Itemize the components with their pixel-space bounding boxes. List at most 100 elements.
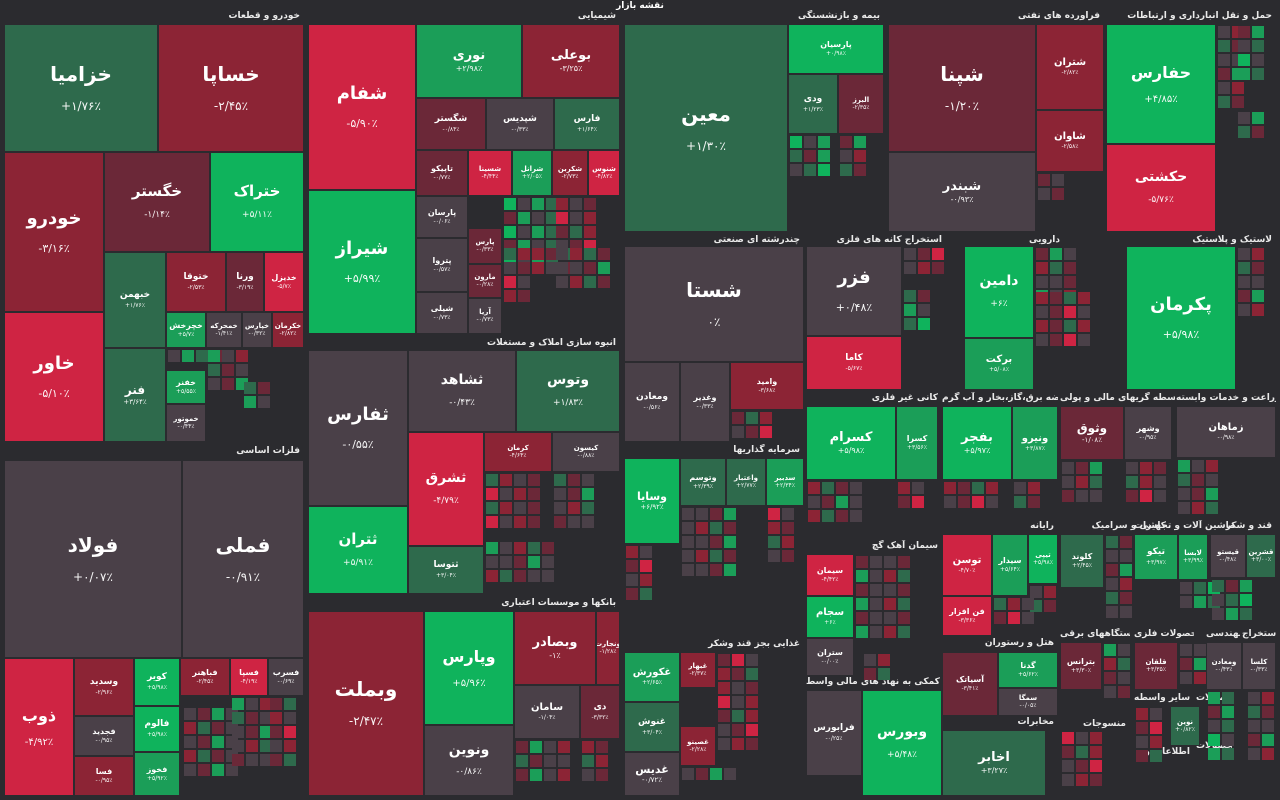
stock-mini-tile[interactable] xyxy=(232,754,244,766)
stock-mini-tile[interactable] xyxy=(732,724,744,736)
stock-mini-tile[interactable] xyxy=(236,350,248,362)
stock-mini-tile[interactable] xyxy=(554,516,566,528)
stock-mini-tile[interactable] xyxy=(260,698,272,710)
stock-mini-tile[interactable] xyxy=(1218,40,1230,52)
stock-mini-tile[interactable] xyxy=(898,482,910,494)
stock-mini-tile[interactable] xyxy=(1118,672,1130,684)
stock-mini-tile[interactable] xyxy=(1238,68,1250,80)
stock-mini-tile[interactable] xyxy=(626,588,638,600)
stock-mini-tile[interactable] xyxy=(270,698,282,710)
stock-mini-tile[interactable] xyxy=(1206,502,1218,514)
stock-mini-tile[interactable] xyxy=(904,262,916,274)
stock-mini-tile[interactable] xyxy=(768,522,780,534)
sector-header[interactable]: رایانه xyxy=(1030,521,1054,531)
stock-mini-tile[interactable] xyxy=(958,482,970,494)
stock-tile[interactable]: برکت +۵/۰۸٪ xyxy=(964,338,1034,390)
stock-mini-tile[interactable] xyxy=(1222,720,1234,732)
stock-tile[interactable]: فرابورس -۰/۲۵٪ xyxy=(806,690,862,776)
stock-mini-tile[interactable] xyxy=(1062,462,1074,474)
stock-tile[interactable]: فجدید -۰/۹۵٪ xyxy=(74,716,134,756)
stock-mini-tile[interactable] xyxy=(528,542,540,554)
stock-tile[interactable]: تاپیکو -۰/۷۷٪ xyxy=(416,150,468,196)
stock-mini-tile[interactable] xyxy=(246,754,258,766)
stock-mini-tile[interactable] xyxy=(582,474,594,486)
stock-tile[interactable]: مارون -۰/۲۸٪ xyxy=(468,264,502,298)
stock-mini-tile[interactable] xyxy=(584,248,596,260)
stock-mini-tile[interactable] xyxy=(486,516,498,528)
stock-tile[interactable]: کسرام +۵/۹۸٪ xyxy=(806,406,896,480)
stock-mini-tile[interactable] xyxy=(944,496,956,508)
stock-mini-tile[interactable] xyxy=(746,426,758,438)
stock-mini-tile[interactable] xyxy=(504,290,516,302)
stock-tile[interactable]: کویر +۵/۹۸٪ xyxy=(134,658,180,706)
stock-mini-tile[interactable] xyxy=(1014,496,1026,508)
stock-mini-tile[interactable] xyxy=(582,755,594,767)
stock-mini-tile[interactable] xyxy=(994,612,1006,624)
stock-mini-tile[interactable] xyxy=(856,570,868,582)
stock-mini-tile[interactable] xyxy=(836,496,848,508)
stock-mini-tile[interactable] xyxy=(558,769,570,781)
stock-tile[interactable]: وپارس +۵/۹۶٪ xyxy=(424,611,514,725)
stock-tile[interactable]: فارس +۱/۶۴٪ xyxy=(554,98,620,150)
stock-tile[interactable]: ختراک +۵/۱۱٪ xyxy=(210,152,304,252)
stock-tile[interactable]: ومعادن -۰/۴۳٪ xyxy=(1206,642,1242,690)
stock-mini-tile[interactable] xyxy=(554,502,566,514)
stock-mini-tile[interactable] xyxy=(1120,564,1132,576)
stock-tile[interactable]: وسایا +۶/۹۲٪ xyxy=(624,458,680,544)
stock-mini-tile[interactable] xyxy=(1192,474,1204,486)
stock-mini-tile[interactable] xyxy=(1238,290,1250,302)
stock-mini-tile[interactable] xyxy=(556,198,568,210)
stock-mini-tile[interactable] xyxy=(856,612,868,624)
stock-mini-tile[interactable] xyxy=(804,136,816,148)
stock-mini-tile[interactable] xyxy=(790,136,802,148)
stock-mini-tile[interactable] xyxy=(1076,732,1088,744)
stock-mini-tile[interactable] xyxy=(570,212,582,224)
stock-mini-tile[interactable] xyxy=(546,248,558,260)
stock-mini-tile[interactable] xyxy=(568,488,580,500)
stock-mini-tile[interactable] xyxy=(1064,248,1076,260)
stock-tile[interactable]: تیپی +۵/۹۸٪ xyxy=(1028,534,1058,584)
stock-mini-tile[interactable] xyxy=(568,516,580,528)
stock-mini-tile[interactable] xyxy=(944,482,956,494)
stock-mini-tile[interactable] xyxy=(746,682,758,694)
stock-mini-tile[interactable] xyxy=(554,474,566,486)
sector-header[interactable]: زراعت و خدمات وابسته xyxy=(1176,393,1276,403)
stock-mini-tile[interactable] xyxy=(1050,262,1062,274)
stock-mini-tile[interactable] xyxy=(808,482,820,494)
sector-header[interactable]: چندرشته ای صنعتی xyxy=(713,235,800,245)
stock-mini-tile[interactable] xyxy=(1150,736,1162,748)
stock-mini-tile[interactable] xyxy=(270,726,282,738)
stock-mini-tile[interactable] xyxy=(1262,706,1274,718)
stock-mini-tile[interactable] xyxy=(1050,292,1062,304)
stock-mini-tile[interactable] xyxy=(822,496,834,508)
stock-mini-tile[interactable] xyxy=(1252,112,1264,124)
stock-mini-tile[interactable] xyxy=(898,626,910,638)
stock-mini-tile[interactable] xyxy=(1178,474,1190,486)
stock-tile[interactable]: خدیزل -۵/۷٪ xyxy=(264,252,304,312)
stock-mini-tile[interactable] xyxy=(1038,174,1050,186)
stock-mini-tile[interactable] xyxy=(544,769,556,781)
stock-tile[interactable]: قشرین +۳/۰۰٪ xyxy=(1246,534,1276,578)
stock-mini-tile[interactable] xyxy=(258,382,270,394)
stock-mini-tile[interactable] xyxy=(270,754,282,766)
stock-mini-tile[interactable] xyxy=(1218,96,1230,108)
stock-mini-tile[interactable] xyxy=(918,290,930,302)
stock-mini-tile[interactable] xyxy=(1106,564,1118,576)
stock-mini-tile[interactable] xyxy=(232,726,244,738)
stock-mini-tile[interactable] xyxy=(1218,82,1230,94)
stock-tile[interactable]: کاما -۵/۶۷٪ xyxy=(806,336,902,390)
stock-mini-tile[interactable] xyxy=(284,740,296,752)
stock-tile[interactable]: خفنر +۵/۵۵٪ xyxy=(166,370,206,404)
stock-mini-tile[interactable] xyxy=(710,508,722,520)
stock-mini-tile[interactable] xyxy=(270,712,282,724)
stock-tile[interactable]: وغدیر -۰/۳۳٪ xyxy=(680,362,730,442)
stock-tile[interactable]: وتوس +۱/۸۳٪ xyxy=(516,350,620,432)
stock-mini-tile[interactable] xyxy=(1180,658,1192,670)
stock-tile[interactable]: خزامیا +۱/۷۶٪ xyxy=(4,24,158,152)
stock-mini-tile[interactable] xyxy=(584,226,596,238)
stock-mini-tile[interactable] xyxy=(818,150,830,162)
sector-header[interactable]: قند و شکر xyxy=(1225,521,1272,531)
stock-mini-tile[interactable] xyxy=(682,768,694,780)
stock-mini-tile[interactable] xyxy=(500,474,512,486)
stock-mini-tile[interactable] xyxy=(724,522,736,534)
